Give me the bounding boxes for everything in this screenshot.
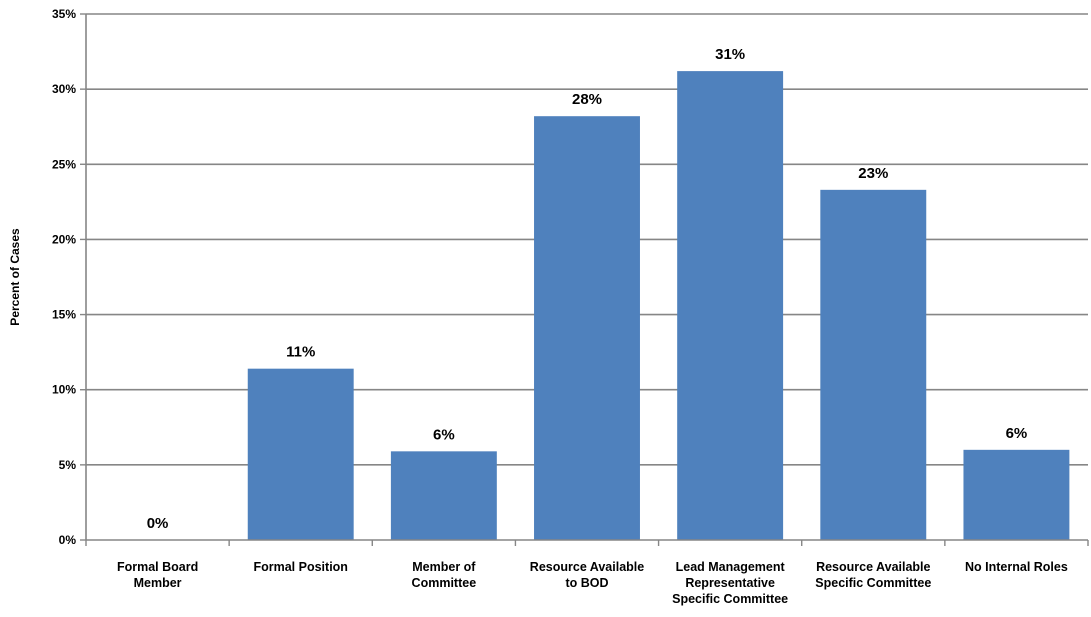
x-category-label-line: Member (134, 576, 182, 590)
x-category-label-line: Member of (412, 560, 476, 574)
x-category-label-line: Representative (685, 576, 775, 590)
y-tick-label: 25% (52, 157, 76, 171)
y-tick-label: 0% (59, 533, 77, 547)
y-tick-label: 5% (59, 458, 77, 472)
bar (247, 368, 354, 540)
x-category-label: Formal Board Member (117, 560, 198, 590)
x-category-label: Member of Committee (412, 560, 477, 590)
bar (820, 189, 927, 540)
x-category-label-line: No Internal Roles (965, 560, 1068, 574)
x-category-labels: Formal Board Member Formal Position Member … (117, 560, 1068, 606)
data-label: 28% (572, 91, 602, 108)
bar (677, 71, 784, 540)
x-category-label-line: Formal Board (117, 560, 198, 574)
x-category-label: Formal Position (253, 560, 347, 574)
y-tick-label: 10% (52, 383, 76, 397)
data-labels: 0% 11% 6% 28% 31% 23% 6% (147, 46, 1028, 532)
x-category-label-line: Committee (412, 576, 477, 590)
x-category-label-line: to BOD (565, 576, 608, 590)
x-category-label-line: Lead Management (676, 560, 786, 574)
bars (247, 71, 1070, 541)
data-label: 6% (433, 426, 455, 443)
x-category-label: Resource Available to BOD (530, 560, 644, 590)
x-category-label-line: Resource Available (530, 560, 644, 574)
y-axis-title: Percent of Cases (8, 228, 22, 326)
y-tick-labels: 0% 5% 10% 15% 20% 25% 30% 35% (52, 7, 76, 547)
data-label: 31% (715, 46, 745, 63)
x-category-label: Lead Management Representative Specific Co… (672, 560, 788, 606)
axes (80, 13, 1089, 546)
y-tick-label: 15% (52, 308, 76, 322)
data-label: 6% (1006, 425, 1028, 442)
x-category-label: Resource Available Specific Committee (815, 560, 931, 590)
bar (534, 116, 640, 541)
bar (963, 449, 1070, 540)
x-category-label-line: Resource Available (816, 560, 930, 574)
data-label: 0% (147, 515, 169, 532)
data-label: 23% (858, 165, 888, 182)
x-category-label-line: Specific Committee (672, 592, 788, 606)
y-tick-label: 20% (52, 232, 76, 246)
y-tick-label: 35% (52, 7, 76, 21)
x-category-label: No Internal Roles (965, 560, 1068, 574)
x-category-label-line: Specific Committee (815, 576, 931, 590)
x-category-label-line: Formal Position (253, 560, 347, 574)
y-tick-label: 30% (52, 82, 76, 96)
data-label: 11% (286, 344, 315, 361)
bar (390, 451, 497, 540)
